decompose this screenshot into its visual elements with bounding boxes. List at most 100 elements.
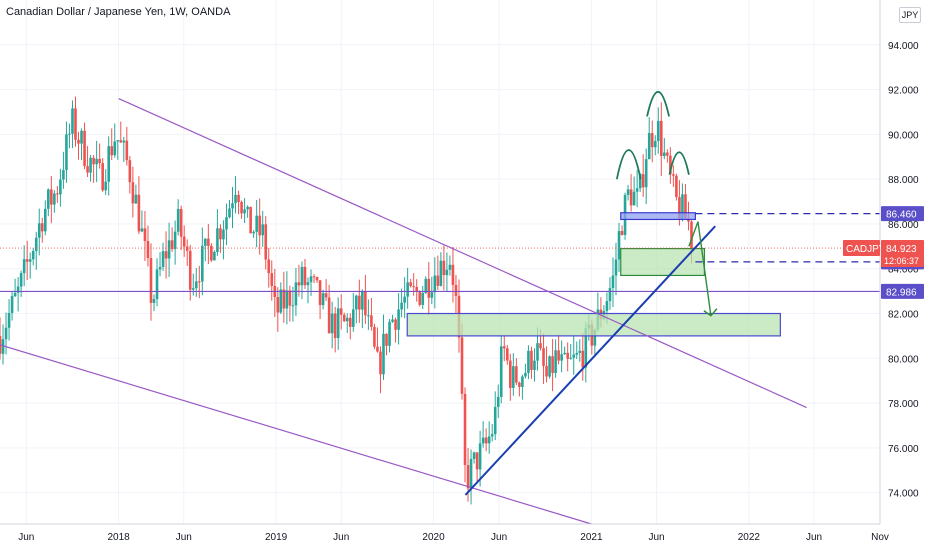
axes: 74.000 76.000 78.000 80.000 82.000 84.000 86.0… [0, 0, 924, 543]
candle-down [364, 291, 367, 316]
y-tick-label: 74.000 [888, 489, 919, 500]
current-price-label: 84.923 [886, 244, 917, 255]
candle-up [611, 275, 615, 289]
candle-up [397, 309, 400, 330]
candle-down [240, 202, 243, 214]
candle-up [204, 238, 207, 246]
candle-up [478, 443, 482, 470]
candle-up [490, 434, 494, 437]
candle-down [110, 146, 114, 156]
x-tick-label: Jun [648, 532, 664, 543]
candle-down [675, 175, 678, 198]
candle-up [554, 350, 557, 374]
candle-up [161, 251, 165, 267]
candle-down [463, 393, 467, 466]
candle-up [116, 140, 120, 142]
candle-down [376, 346, 379, 352]
candle-down [484, 437, 488, 444]
candle-up [53, 193, 56, 205]
candle-down [92, 157, 95, 165]
candle-down [137, 194, 141, 232]
candle-up [439, 260, 443, 286]
candle-down [188, 250, 192, 290]
candle-down [551, 356, 554, 374]
candle-down [288, 290, 292, 306]
candle-up [43, 208, 47, 232]
y-tick-label: 86.000 [888, 220, 919, 231]
candle-down [672, 174, 675, 176]
candle-up [400, 302, 403, 310]
candle-up [406, 282, 409, 297]
candle-down [143, 228, 147, 241]
candle-up [59, 179, 62, 195]
candle-up [605, 301, 609, 312]
candle-down [258, 215, 261, 236]
candle-down [442, 260, 446, 276]
candle-up [521, 376, 524, 387]
candle-up [309, 276, 313, 283]
candle-up [80, 130, 83, 144]
x-tick-label: 2022 [738, 532, 761, 543]
candle-up [481, 437, 485, 444]
candle-up [228, 208, 231, 218]
candle-down [149, 258, 153, 303]
candle-up [403, 296, 406, 303]
candle-up [16, 286, 20, 293]
candle-down [358, 295, 361, 310]
candle-up [361, 291, 364, 310]
candle-down [131, 182, 135, 204]
candle-up [593, 329, 597, 346]
candle-down [170, 240, 174, 250]
candle-up [653, 140, 657, 148]
candle-up [10, 296, 14, 313]
candle-down [179, 208, 183, 237]
candle-up [644, 159, 648, 188]
candle-down [566, 352, 569, 359]
candle-up [499, 346, 503, 397]
candle-down [415, 286, 419, 292]
candle-up [194, 281, 198, 289]
chart-title: Canadian Dollar / Japanese Yen, 1W, OAND… [6, 6, 231, 18]
candle-down [197, 281, 201, 283]
candle-down [515, 366, 518, 383]
x-tick-label: Jun [18, 532, 34, 543]
candle-up [167, 240, 171, 259]
candle-up [300, 266, 304, 286]
candle-up [62, 170, 65, 180]
candle-up [578, 350, 582, 353]
x-tick-label: 2018 [108, 532, 131, 543]
candle-down [333, 313, 337, 339]
x-tick-label: Jun [491, 532, 507, 543]
candle-up [433, 275, 437, 293]
candle-up [367, 315, 370, 317]
candle-down [412, 286, 415, 288]
candle-down [249, 206, 252, 234]
candle-up [201, 245, 204, 282]
candle-up [104, 181, 107, 191]
candle-up [261, 224, 265, 236]
pattern-arc [615, 149, 642, 180]
candle-up [158, 266, 162, 270]
candle-up [176, 208, 180, 232]
candle-down [146, 240, 150, 259]
candle-down [276, 297, 280, 313]
x-tick-label: 2019 [265, 532, 288, 543]
candle-down [502, 346, 506, 349]
candle-up [560, 354, 563, 361]
candle-up [548, 356, 551, 377]
candle-up [291, 305, 295, 307]
candle-down [40, 223, 44, 232]
currency-badge[interactable]: JPY [899, 7, 921, 23]
candle-up [635, 188, 639, 192]
candle-up [527, 350, 530, 373]
candle-down [207, 238, 210, 246]
arrow-head [703, 308, 718, 317]
candle-down [460, 337, 464, 394]
candle-down [690, 221, 693, 251]
candle-down [327, 297, 331, 334]
candle-up [584, 328, 588, 368]
candle-down [315, 276, 319, 281]
x-tick-label: Jun [333, 532, 349, 543]
candle-down [530, 350, 533, 370]
